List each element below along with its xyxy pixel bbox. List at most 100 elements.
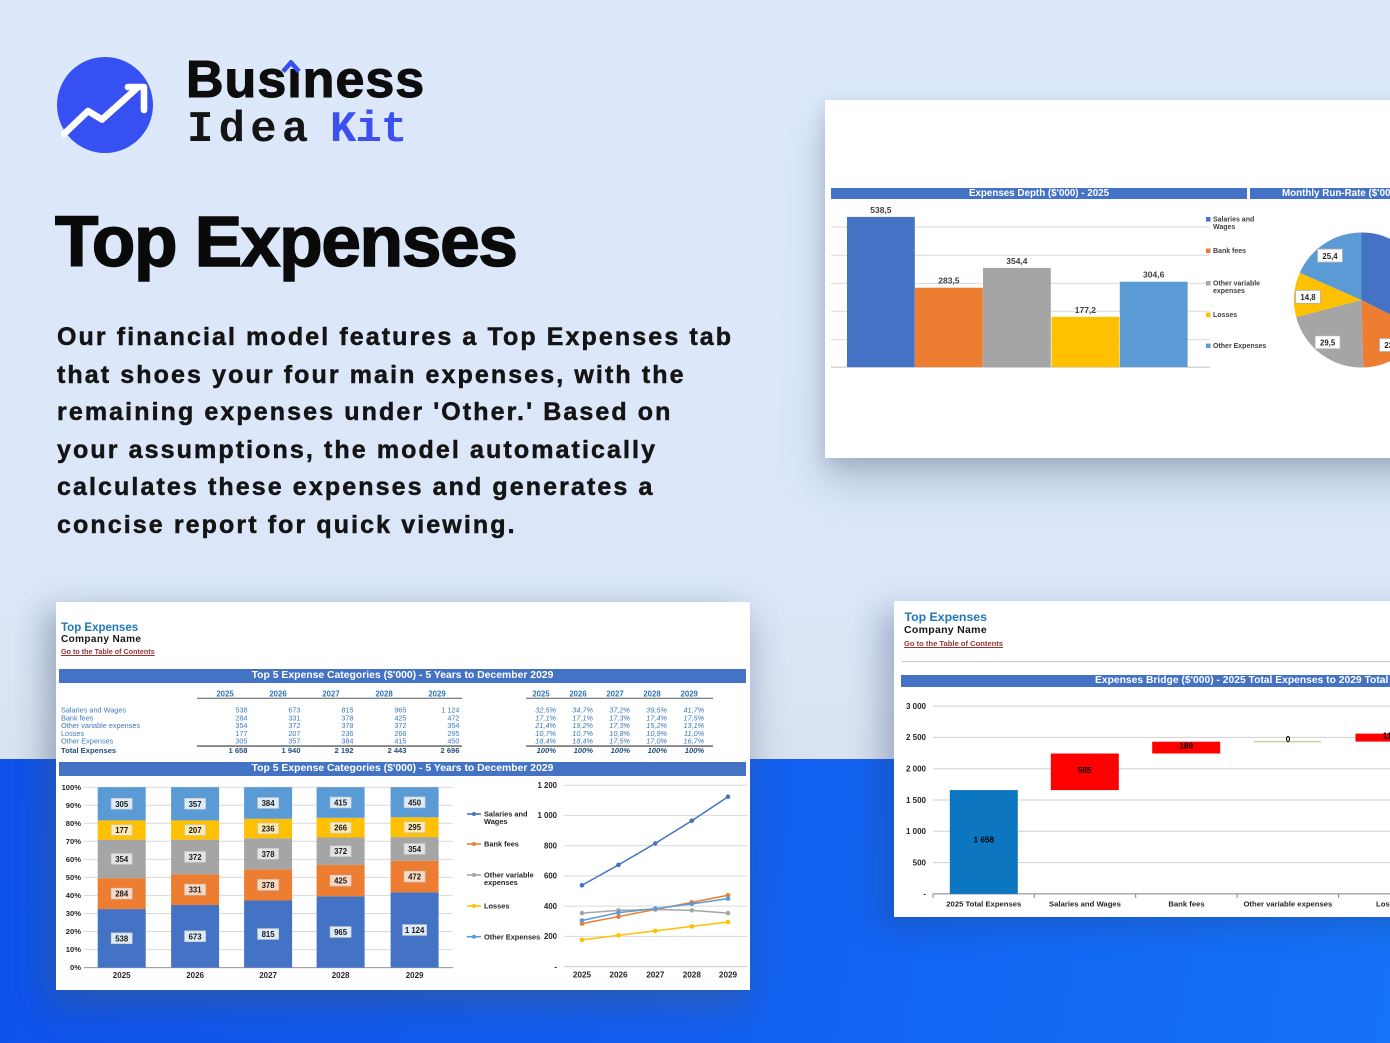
svg-text:372: 372 [394, 721, 406, 730]
svg-text:372: 372 [189, 853, 203, 862]
svg-text:2028: 2028 [332, 971, 350, 980]
svg-text:41,7%: 41,7% [683, 706, 704, 715]
svg-text:2 443: 2 443 [387, 746, 406, 755]
svg-text:384: 384 [262, 799, 276, 808]
svg-text:2 000: 2 000 [906, 765, 927, 774]
svg-text:Wages: Wages [1213, 224, 1235, 231]
svg-text:295: 295 [447, 729, 459, 738]
svg-text:Losses: Losses [1376, 899, 1390, 908]
svg-text:18,4%: 18,4% [572, 737, 593, 746]
svg-text:10,7%: 10,7% [572, 729, 593, 738]
svg-text:673: 673 [189, 932, 203, 941]
svg-text:2028: 2028 [375, 690, 393, 699]
svg-text:2027: 2027 [322, 690, 339, 699]
svg-text:2027: 2027 [606, 690, 623, 699]
svg-text:1 658: 1 658 [974, 836, 995, 845]
svg-text:1 124: 1 124 [441, 706, 459, 715]
svg-text:378: 378 [262, 881, 276, 890]
svg-text:354,4: 354,4 [1006, 256, 1028, 266]
svg-text:177,2: 177,2 [1075, 305, 1097, 315]
svg-text:2029: 2029 [428, 690, 446, 699]
svg-text:207: 207 [189, 826, 202, 835]
svg-text:378: 378 [341, 713, 353, 722]
svg-text:2 500: 2 500 [906, 733, 927, 742]
svg-text:Bank fees: Bank fees [1213, 248, 1246, 255]
svg-text:118: 118 [1383, 732, 1390, 741]
svg-text:Other variable: Other variable [1213, 281, 1260, 288]
svg-text:32,5%: 32,5% [535, 706, 556, 715]
svg-text:Salaries and Wages: Salaries and Wages [1049, 899, 1121, 908]
svg-text:expenses: expenses [484, 878, 518, 887]
svg-text:415: 415 [334, 799, 348, 808]
svg-text:2029: 2029 [406, 971, 424, 980]
svg-text:2025: 2025 [573, 971, 592, 980]
svg-text:378: 378 [262, 850, 276, 859]
svg-text:2027: 2027 [259, 971, 277, 980]
svg-text:284: 284 [235, 713, 247, 722]
svg-text:304,6: 304,6 [1143, 270, 1165, 280]
svg-text:1 000: 1 000 [906, 827, 927, 836]
svg-text:0%: 0% [70, 963, 81, 972]
svg-text:25,4: 25,4 [1322, 252, 1338, 261]
svg-text:2029: 2029 [719, 971, 738, 980]
svg-text:815: 815 [341, 706, 353, 715]
svg-text:372: 372 [288, 721, 300, 730]
svg-text:2025: 2025 [113, 971, 131, 980]
svg-text:10,8%: 10,8% [609, 729, 630, 738]
svg-text:16,7%: 16,7% [683, 737, 704, 746]
svg-text:357: 357 [189, 800, 202, 809]
svg-text:1 124: 1 124 [405, 926, 425, 935]
svg-text:-: - [923, 890, 926, 899]
svg-text:2025: 2025 [216, 690, 234, 699]
svg-text:538: 538 [115, 934, 129, 943]
svg-text:236: 236 [262, 825, 276, 834]
svg-text:10%: 10% [66, 945, 81, 954]
svg-text:305: 305 [235, 737, 247, 746]
svg-text:17,3%: 17,3% [609, 713, 630, 722]
svg-text:378: 378 [341, 721, 353, 730]
svg-text:472: 472 [408, 873, 422, 882]
svg-text:17,5%: 17,5% [609, 737, 630, 746]
svg-text:Other Expenses: Other Expenses [61, 737, 114, 746]
svg-text:1 658: 1 658 [228, 746, 247, 755]
svg-text:Losses: Losses [61, 729, 84, 738]
svg-text:17,4%: 17,4% [646, 713, 667, 722]
svg-text:2028: 2028 [643, 690, 661, 699]
svg-text:Losses: Losses [484, 902, 509, 911]
svg-text:18,4%: 18,4% [535, 737, 556, 746]
svg-text:815: 815 [262, 930, 276, 939]
svg-text:50%: 50% [66, 873, 81, 882]
svg-text:207: 207 [288, 729, 300, 738]
svg-text:354: 354 [115, 855, 129, 864]
svg-text:Other variable expenses: Other variable expenses [1243, 899, 1332, 908]
svg-text:400: 400 [544, 902, 558, 911]
svg-text:Wages: Wages [484, 817, 508, 826]
svg-text:2029: 2029 [681, 690, 699, 699]
svg-text:expenses: expenses [1213, 288, 1245, 295]
svg-text:100%: 100% [685, 746, 705, 755]
svg-text:Total Expenses: Total Expenses [61, 746, 116, 755]
svg-text:Losses: Losses [1213, 312, 1237, 319]
svg-text:372: 372 [334, 847, 348, 856]
svg-text:266: 266 [394, 729, 406, 738]
svg-text:30%: 30% [66, 909, 81, 918]
svg-text:425: 425 [334, 877, 348, 886]
svg-text:800: 800 [544, 842, 558, 851]
svg-text:354: 354 [408, 845, 422, 854]
svg-text:450: 450 [447, 737, 459, 746]
svg-text:80%: 80% [66, 819, 81, 828]
svg-text:357: 357 [288, 737, 300, 746]
svg-text:100%: 100% [574, 746, 594, 755]
svg-text:Bank fees: Bank fees [61, 713, 94, 722]
svg-text:2027: 2027 [646, 971, 665, 980]
svg-text:2026: 2026 [609, 971, 628, 980]
svg-text:177: 177 [235, 729, 247, 738]
svg-text:236: 236 [341, 729, 353, 738]
svg-text:1 000: 1 000 [537, 811, 557, 820]
svg-text:600: 600 [544, 872, 558, 881]
svg-text:2 192: 2 192 [334, 746, 353, 755]
svg-text:100%: 100% [537, 746, 557, 755]
svg-text:305: 305 [115, 800, 129, 809]
svg-text:14,8: 14,8 [1300, 293, 1316, 302]
svg-text:2026: 2026 [269, 690, 287, 699]
